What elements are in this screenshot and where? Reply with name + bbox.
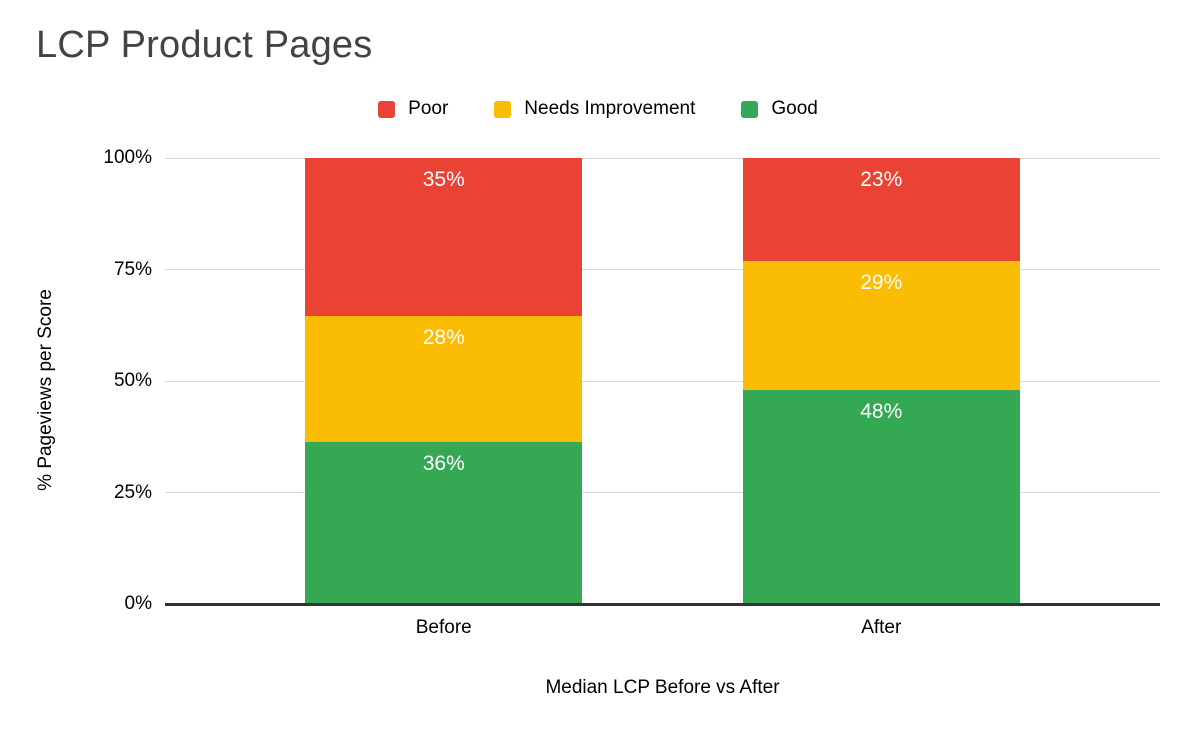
- legend-swatch-icon: [494, 100, 512, 118]
- bar-segment-label: 29%: [860, 270, 903, 294]
- y-axis-title: % Pageviews per Score: [35, 289, 56, 491]
- x-category-label-after: After: [861, 617, 902, 638]
- legend-swatch-icon: [378, 100, 396, 118]
- bar-segment-label: 23%: [860, 168, 903, 191]
- y-tick-label: 0%: [124, 593, 152, 614]
- y-tick-label: 100%: [103, 147, 152, 168]
- y-tick-label: 75%: [113, 258, 152, 280]
- bar-after: 23% 29% 48%: [742, 158, 1020, 604]
- chart-title: LCP Product Pages: [36, 24, 373, 66]
- bar-slot-before: 35% 28% 36%: [225, 158, 663, 604]
- legend: Poor Needs Improvement Good: [0, 98, 1196, 120]
- bar-segment-label: 48%: [860, 399, 903, 423]
- legend-item: Needs Improvement: [494, 98, 695, 120]
- gridline: [165, 157, 1160, 159]
- bar-slot-after: 23% 29% 48%: [663, 158, 1101, 604]
- legend-item-label: Poor: [408, 98, 449, 119]
- bar-segment-good: 48%: [742, 389, 1020, 604]
- bar-segment-label: 36%: [422, 451, 465, 475]
- bar-before: 35% 28% 36%: [305, 158, 583, 604]
- x-category-label-before: Before: [415, 617, 472, 638]
- y-tick-label: 25%: [113, 481, 152, 503]
- legend-item: Poor: [378, 98, 448, 120]
- x-axis-line: [165, 603, 1160, 606]
- legend-swatch-icon: [741, 100, 759, 118]
- legend-item-label: Good: [771, 98, 818, 119]
- bar-segment-poor: 35%: [305, 158, 583, 316]
- bar-segment-label: 28%: [422, 325, 465, 349]
- x-axis-title: Median LCP Before vs After: [545, 677, 780, 698]
- bar-segment-needs-improvement: 29%: [742, 260, 1020, 390]
- y-tick-label: 50%: [113, 370, 152, 391]
- gridline: [165, 492, 1160, 493]
- bar-segment-label: 35%: [422, 168, 465, 191]
- x-axis-labels: Before After: [165, 617, 1160, 639]
- plot-area: 0% 25% 50% 75% 100% 35% 28% 36% 23% 29% 48%: [103, 147, 1160, 614]
- bar-segment-needs-improvement: 28%: [305, 315, 583, 442]
- bar-segment-poor: 23%: [742, 158, 1020, 261]
- legend-item-label: Needs Improvement: [524, 98, 696, 119]
- gridline: [165, 380, 1160, 382]
- gridline: [165, 269, 1160, 270]
- legend-item: Good: [741, 98, 818, 120]
- bars-row: 35% 28% 36% 23% 29% 48%: [165, 158, 1160, 604]
- bar-segment-good: 36%: [305, 441, 583, 604]
